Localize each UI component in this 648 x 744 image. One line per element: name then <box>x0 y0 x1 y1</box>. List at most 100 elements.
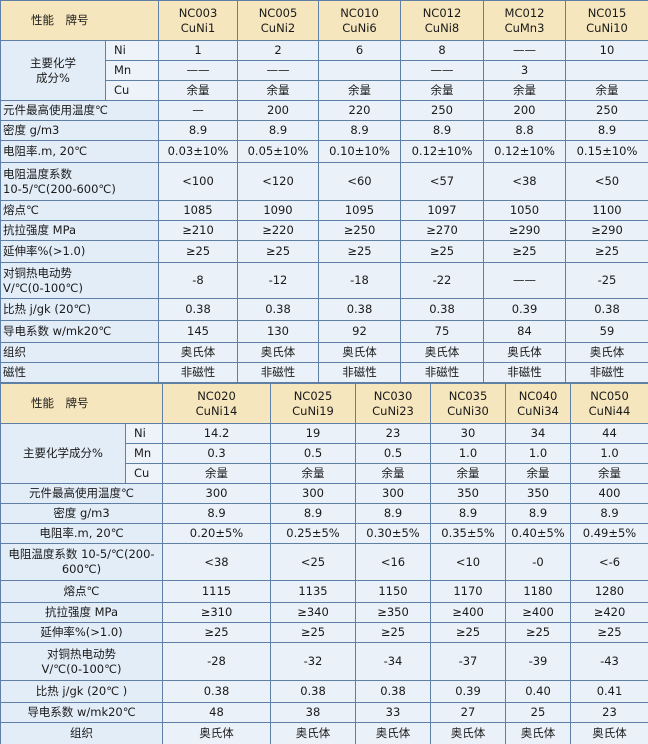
cell: 400 <box>570 483 648 504</box>
composition-row: Mn 0.3 0.5 0.5 1.0 1.0 1.0 <box>1 443 648 464</box>
property-label: 电阻温度系数 10-5/℃(200-600℃) <box>0 162 159 201</box>
cell: -37 <box>430 642 506 681</box>
grade-header: NC050 CuNi44 <box>570 383 648 424</box>
label-line: 导电系数 w/mk20℃ <box>3 324 112 338</box>
cell: 8.9 <box>570 503 648 524</box>
grade-code: NC025 <box>293 388 333 403</box>
cell: 1050 <box>483 200 566 221</box>
cell: 1095 <box>318 200 401 221</box>
cell: 300 <box>162 483 271 504</box>
cell: 0.38 <box>237 298 319 321</box>
cell: — <box>158 100 238 121</box>
cell: 余量 <box>158 80 238 101</box>
grade-header: NC005 CuNi2 <box>237 0 319 41</box>
label-line: 主要化学成分% <box>23 446 103 460</box>
cell: 0.38 <box>270 680 356 703</box>
property-row: 元件最高使用温度℃ —200 220 250 200 250 <box>0 100 648 121</box>
cell: 8.9 <box>270 503 356 524</box>
cell: 0.10±10% <box>318 140 401 163</box>
cell: ≥400 <box>505 602 571 623</box>
property-row: 元件最高使用温度℃ 300 300 300 350 350 400 <box>0 483 648 504</box>
cell <box>565 60 648 81</box>
label-line: 磁性 <box>3 365 26 379</box>
element: Mn <box>125 443 163 464</box>
cell: 非磁性 <box>565 362 648 383</box>
cell: 8.9 <box>400 120 484 141</box>
property-label: 熔点℃ <box>0 580 163 603</box>
property-label: 磁性 <box>0 362 159 383</box>
cell: 0.15±10% <box>565 140 648 163</box>
cell: -12 <box>237 262 319 299</box>
label-line: 电阻率.m, 20℃ <box>3 144 88 158</box>
table-block: 性能 牌号 NC003 CuNi1 NC005 CuNi2 NC010 CuNi6 NC012… <box>0 0 648 383</box>
cell: 14.2 <box>162 423 271 444</box>
cell: 33 <box>355 702 431 723</box>
cell: 余量 <box>565 80 648 101</box>
alloy-name: CuNi19 <box>292 403 334 418</box>
cell: 23 <box>570 702 648 723</box>
cell: <-6 <box>570 543 648 581</box>
cell: 84 <box>483 320 566 343</box>
cell: 23 <box>355 423 431 444</box>
cell: 8.9 <box>162 503 271 524</box>
property-row: 密度 g/m3 8.9 8.9 8.9 8.9 8.9 8.9 <box>0 503 648 524</box>
cell: 44 <box>570 423 648 444</box>
property-row: 电阻率.m, 20℃ 0.03±10% 0.05±10% 0.10±10% 0.12±1… <box>0 140 648 163</box>
cell: ≥340 <box>270 602 356 623</box>
grade-code: NC020 <box>197 388 236 403</box>
property-label: 抗拉强度 MPa <box>0 602 163 623</box>
cell: 1150 <box>355 580 431 603</box>
cell: -39 <box>505 642 571 681</box>
alloy-name: CuMn3 <box>504 20 545 35</box>
alloy-name: CuNi30 <box>447 403 489 418</box>
cell: 8.9 <box>565 120 648 141</box>
label-line: 抗拉强度 MPa <box>44 605 119 619</box>
cell: 余量 <box>355 463 431 484</box>
cell: 19 <box>270 423 356 444</box>
cell: ≥350 <box>355 602 431 623</box>
cell: 1180 <box>505 580 571 603</box>
cell: 非磁性 <box>318 362 401 383</box>
element: Mn <box>105 60 159 81</box>
cell: 200 <box>237 100 319 121</box>
cell: ≥220 <box>237 220 319 241</box>
cell <box>318 60 401 81</box>
cell: <57 <box>400 162 484 201</box>
cell: 8.9 <box>355 503 431 524</box>
cell: ≥25 <box>430 622 506 643</box>
cell: 非磁性 <box>400 362 484 383</box>
label-line: 密度 g/m3 <box>3 123 60 137</box>
cell: 0.30±5% <box>355 523 431 544</box>
cell: 余量 <box>270 463 356 484</box>
cell: 0.20±5% <box>162 523 271 544</box>
cell: 0.38 <box>162 680 271 703</box>
alloy-name: CuNi34 <box>517 403 559 418</box>
cell: 奥氏体 <box>158 342 238 363</box>
cell: ≥25 <box>158 240 238 263</box>
cell: 38 <box>270 702 356 723</box>
property-row: 磁性 非磁性 非磁性 非磁性 非磁性 非磁性 非磁性 <box>0 362 648 383</box>
cell: 0.35±5% <box>430 523 506 544</box>
property-label: 对铜热电动势 V/℃(0-100℃) <box>0 642 163 681</box>
cell: 1135 <box>270 580 356 603</box>
cell: -0 <box>505 543 571 581</box>
cell: 1115 <box>162 580 271 603</box>
grade-header: NC030 CuNi23 <box>355 383 431 424</box>
cell: ≥310 <box>162 602 271 623</box>
property-label: 比热 j/gk (20℃) <box>0 298 159 321</box>
header-row: 性能 牌号 NC020 CuNi14 NC025 CuNi19 NC030 CuNi23 NC… <box>0 383 648 424</box>
spec-table: 性能 牌号 NC003 CuNi1 NC005 CuNi2 NC010 CuNi6 NC012… <box>0 0 648 383</box>
cell: 8.9 <box>237 120 319 141</box>
cell: ≥250 <box>318 220 401 241</box>
cell: <38 <box>483 162 566 201</box>
cell: 余量 <box>505 463 571 484</box>
cell: ≥25 <box>400 240 484 263</box>
property-label: 元件最高使用温度℃ <box>0 483 163 504</box>
property-row: 电阻温度系数 10-5/℃(200- 600℃) <38 <25 <16 <10 -0 <-6 <box>0 543 648 581</box>
cell: 92 <box>318 320 401 343</box>
label-line: 延伸率%(>1.0) <box>40 625 123 639</box>
cell: 余量 <box>570 463 648 484</box>
element: Cu <box>125 463 163 484</box>
cell: 300 <box>270 483 356 504</box>
